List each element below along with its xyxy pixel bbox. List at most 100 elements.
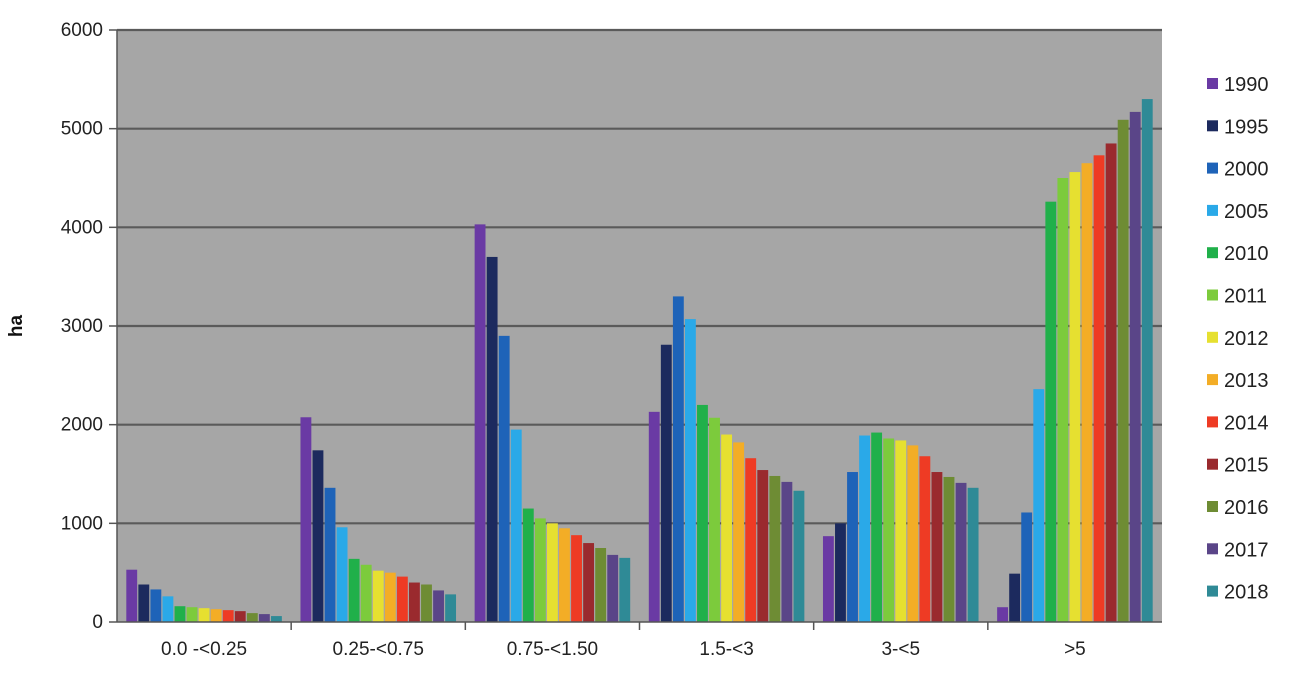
- bar-1990-3: [648, 411, 660, 622]
- legend: 1990 1995 2000 2005 2010 2011 2012 2013 2014 2015…: [1207, 74, 1269, 604]
- bar-2011-1: [360, 564, 372, 622]
- bar-1990-2: [474, 224, 486, 622]
- bar-2010-5: [1045, 201, 1057, 622]
- bar-2012-0: [198, 608, 210, 622]
- legend-swatch-2017: [1207, 543, 1218, 555]
- bar-2013-3: [733, 442, 745, 622]
- legend-swatch-2012: [1207, 331, 1218, 343]
- bar-2018-4: [967, 487, 979, 622]
- legend-label: 2014: [1224, 412, 1269, 434]
- legend-label: 2016: [1224, 497, 1269, 519]
- bar-2015-2: [583, 543, 595, 622]
- bar-2005-5: [1033, 389, 1045, 622]
- legend-swatch-1990: [1207, 78, 1218, 89]
- bar-2018-5: [1141, 99, 1153, 623]
- legend-swatch-2010: [1207, 247, 1218, 259]
- legend-label: 1995: [1224, 116, 1269, 138]
- x-category-label: >5: [1064, 639, 1086, 660]
- bar-2017-0: [258, 614, 270, 622]
- x-axis: 0.0 -<0.25 0.25-<0.75 0.75-<1.50 1.5-<3 3-<5…: [117, 621, 1162, 660]
- bar-2005-2: [510, 429, 522, 622]
- legend-label: 2015: [1224, 455, 1269, 477]
- y-tick-label: 2000: [61, 415, 103, 436]
- bar-2018-2: [619, 557, 631, 622]
- bar-2010-0: [174, 606, 186, 622]
- bar-1995-2: [486, 256, 498, 622]
- legend-label: 2000: [1224, 159, 1269, 181]
- bar-2014-3: [745, 458, 757, 622]
- bar-2016-1: [421, 584, 432, 622]
- legend-swatch-2005: [1207, 204, 1218, 216]
- bar-2017-1: [433, 590, 444, 622]
- bar-2011-0: [186, 607, 198, 622]
- bar-2012-5: [1069, 172, 1081, 622]
- legend-swatch-2000: [1207, 162, 1218, 174]
- legend-label: 2013: [1224, 370, 1269, 392]
- y-axis: 0 1000 2000 3000 4000 5000 6000: [61, 20, 118, 633]
- bar-2018-0: [271, 616, 282, 622]
- bar-2014-5: [1093, 155, 1105, 622]
- bar-2012-4: [895, 440, 907, 622]
- legend-swatch-2013: [1207, 374, 1218, 386]
- x-category-label: 0.75-<1.50: [507, 639, 598, 660]
- bar-2013-4: [907, 445, 919, 622]
- bar-2013-2: [559, 528, 570, 622]
- y-tick-label: 4000: [61, 217, 103, 238]
- bar-2016-3: [769, 475, 781, 622]
- bar-1990-0: [126, 569, 138, 622]
- legend-swatch-2011: [1207, 289, 1218, 301]
- legend-label: 2012: [1224, 328, 1269, 350]
- legend-label: 2018: [1224, 582, 1269, 604]
- bar-2000-4: [847, 472, 858, 622]
- bar-1990-4: [822, 536, 834, 622]
- bar-2011-3: [709, 417, 720, 622]
- y-tick-label: 5000: [61, 119, 103, 140]
- legend-label: 2005: [1224, 201, 1269, 223]
- bar-2013-5: [1081, 163, 1093, 622]
- bar-2005-0: [162, 596, 174, 622]
- y-axis-title: ha: [6, 314, 27, 337]
- y-tick-label: 6000: [61, 20, 103, 41]
- bar-2016-5: [1117, 119, 1129, 622]
- x-category-label: 1.5-<3: [699, 639, 753, 660]
- legend-label: 2010: [1224, 243, 1269, 265]
- legend-label: 2011: [1224, 286, 1267, 308]
- bar-2017-5: [1129, 111, 1141, 622]
- bar-2010-2: [522, 508, 534, 622]
- bar-1995-0: [138, 584, 150, 622]
- bar-2017-4: [955, 482, 967, 622]
- bar-2016-4: [943, 476, 955, 622]
- bar-2015-3: [757, 470, 769, 622]
- bar-2012-2: [546, 523, 558, 622]
- bar-2013-1: [384, 572, 396, 622]
- bar-2016-0: [246, 613, 258, 622]
- bar-2011-5: [1057, 178, 1069, 622]
- legend-swatch-2018: [1207, 585, 1218, 597]
- legend-swatch-2016: [1207, 501, 1218, 512]
- bar-2000-2: [498, 335, 510, 622]
- bar-2012-1: [372, 570, 384, 622]
- bar-2000-1: [324, 487, 336, 622]
- bar-1995-3: [660, 344, 672, 622]
- x-category-label: 3-<5: [881, 639, 920, 660]
- bars: [126, 99, 1153, 623]
- bar-2015-0: [234, 611, 246, 622]
- bar-1995-4: [835, 523, 846, 622]
- bar-2005-1: [336, 527, 348, 622]
- gridlines: [117, 28, 1162, 525]
- bar-2011-4: [883, 438, 895, 622]
- bar-2010-3: [697, 404, 708, 622]
- bar-2010-1: [348, 558, 360, 622]
- bar-2012-3: [721, 434, 733, 622]
- legend-swatch-2014: [1207, 416, 1218, 428]
- bar-2005-4: [859, 435, 871, 622]
- y-tick-label: 3000: [61, 316, 103, 337]
- bar-2000-3: [672, 296, 684, 622]
- bar-2015-5: [1105, 143, 1117, 622]
- bar-2014-4: [919, 456, 931, 622]
- legend-swatch-2015: [1207, 458, 1218, 470]
- y-tick-label: 1000: [61, 513, 103, 534]
- bar-2017-3: [781, 481, 793, 622]
- bar-2013-0: [210, 609, 222, 622]
